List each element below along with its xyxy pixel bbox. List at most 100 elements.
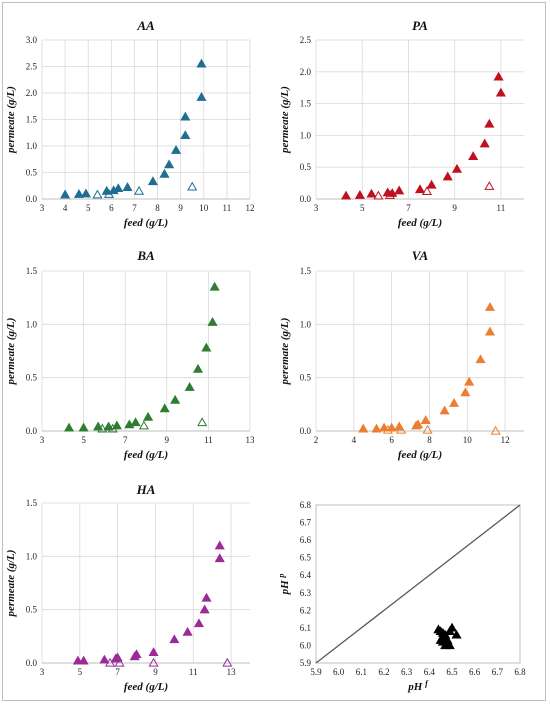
- x-tick-label: 4: [63, 203, 68, 213]
- data-point: [184, 382, 195, 391]
- y-axis-label: pH p: [277, 574, 291, 596]
- y-tick-label: 6.2: [300, 605, 311, 615]
- data-point: [358, 423, 369, 433]
- x-tick-label: 6.0: [333, 667, 345, 677]
- data-point: [475, 354, 486, 364]
- y-tick-label: 1.0: [26, 319, 38, 329]
- data-point-open: [134, 185, 145, 195]
- x-axis-label: feed (g/L): [124, 449, 168, 461]
- data-point: [78, 655, 89, 665]
- data-point: [340, 190, 352, 200]
- y-tick-label: 0.0: [26, 658, 38, 668]
- x-tick-label: 11: [497, 203, 506, 213]
- chart-panel-ba: 3 5 7 9 11 13 0.0 0.5 1.0 1.5 BA feed (g/L) permeate…: [5, 248, 255, 461]
- data-point: [201, 342, 212, 352]
- data-point-open: [138, 420, 149, 430]
- data-point: [414, 184, 426, 194]
- x-tick-label: 6: [109, 203, 114, 213]
- x-tick-label: 5: [86, 203, 91, 213]
- data-point-open: [114, 657, 125, 667]
- data-point: [78, 422, 89, 432]
- x-tick-label: 13: [227, 667, 237, 677]
- y-tick-label: 6.3: [300, 588, 312, 598]
- data-point: [182, 626, 193, 636]
- data-point: [479, 138, 490, 148]
- x-tick-label: 3: [40, 667, 45, 677]
- y-tick-label: 2.0: [26, 88, 38, 98]
- data-point: [159, 168, 170, 178]
- x-tick-label: 10: [199, 203, 209, 213]
- y-tick-label: 0.5: [26, 373, 38, 383]
- data-point-open: [97, 423, 108, 433]
- x-tick-label: 6.5: [446, 667, 458, 677]
- data-point: [394, 185, 405, 195]
- y-axis-label: permeate (g/L): [5, 318, 17, 386]
- y-axis-label: permeate (g/L): [5, 550, 17, 618]
- data-point: [164, 159, 175, 169]
- x-tick-label: 11: [189, 667, 198, 677]
- data-point-open: [222, 657, 233, 667]
- x-tick-label: 6.4: [424, 667, 436, 677]
- x-tick-label: 9: [178, 203, 183, 213]
- x-tick-label: 6.6: [469, 667, 481, 677]
- x-tick-label: 2: [314, 435, 319, 445]
- data-point: [159, 403, 170, 413]
- data-point: [495, 87, 506, 97]
- data-point: [387, 188, 398, 197]
- x-tick-label: 8: [427, 435, 432, 445]
- x-tick-label: 7: [123, 435, 128, 445]
- x-tick-label: 12: [501, 435, 510, 445]
- y-tick-label: 2.0: [300, 67, 312, 77]
- x-tick-label: 6.8: [514, 667, 526, 677]
- y-tick-label: 0.0: [300, 426, 312, 436]
- y-tick-label: 6.1: [300, 623, 311, 633]
- data-point: [180, 111, 191, 121]
- x-tick-label: 3: [40, 435, 45, 445]
- y-tick-label: 1.5: [300, 266, 312, 276]
- x-tick-label: 9: [165, 435, 170, 445]
- x-tick-label: 5.9: [310, 667, 322, 677]
- data-point: [484, 302, 496, 311]
- data-point: [460, 387, 471, 397]
- y-axis-label: permeate (g/L): [5, 86, 17, 154]
- y-tick-label: 0.5: [300, 162, 312, 172]
- data-point: [131, 649, 142, 659]
- x-tick-label: 5: [360, 203, 365, 213]
- data-point: [180, 130, 191, 140]
- y-tick-label: 1.5: [300, 99, 312, 109]
- y-tick-label: 1.5: [26, 115, 38, 125]
- y-tick-label: 0.5: [300, 373, 312, 383]
- data-point-open: [103, 189, 115, 198]
- chart-title: VA: [412, 248, 429, 263]
- data-point: [451, 629, 462, 639]
- y-tick-label: 1.0: [26, 141, 38, 151]
- data-point: [170, 145, 182, 154]
- y-tick-label: 2.5: [26, 62, 38, 72]
- x-tick-label: 3: [40, 203, 45, 213]
- x-tick-label: 8: [155, 203, 160, 213]
- y-tick-label: 1.0: [26, 551, 38, 561]
- data-point: [130, 417, 141, 427]
- data-point-open: [484, 181, 495, 190]
- data-point-open: [396, 424, 407, 434]
- data-point: [354, 189, 365, 199]
- data-point: [451, 163, 463, 173]
- data-point: [435, 634, 446, 644]
- y-tick-label: 6.6: [300, 535, 312, 545]
- data-point: [464, 376, 475, 386]
- data-point: [148, 647, 159, 656]
- x-tick-label: 6.3: [401, 667, 413, 677]
- reference-line: [315, 504, 521, 664]
- data-point: [214, 553, 225, 563]
- data-point: [170, 394, 181, 404]
- chart-panel-aa: 3 4 5 6 7 8 9 10 11 12 0.0 0.5 1.0 1.5 2.0 2.5 3.0 AA feed…: [5, 18, 255, 229]
- x-axis-label: feed (g/L): [398, 217, 442, 229]
- x-tick-label: 10: [463, 435, 473, 445]
- data-point: [80, 188, 91, 198]
- y-tick-label: 3.0: [26, 35, 38, 45]
- data-point: [143, 411, 154, 421]
- data-point: [111, 420, 122, 430]
- y-tick-label: 0.5: [26, 605, 38, 615]
- chart-panel-pa: 3 5 7 9 11 0.0 0.5 1.0 1.5 2.0 2.5 PA feed (g/L) perm…: [279, 18, 524, 229]
